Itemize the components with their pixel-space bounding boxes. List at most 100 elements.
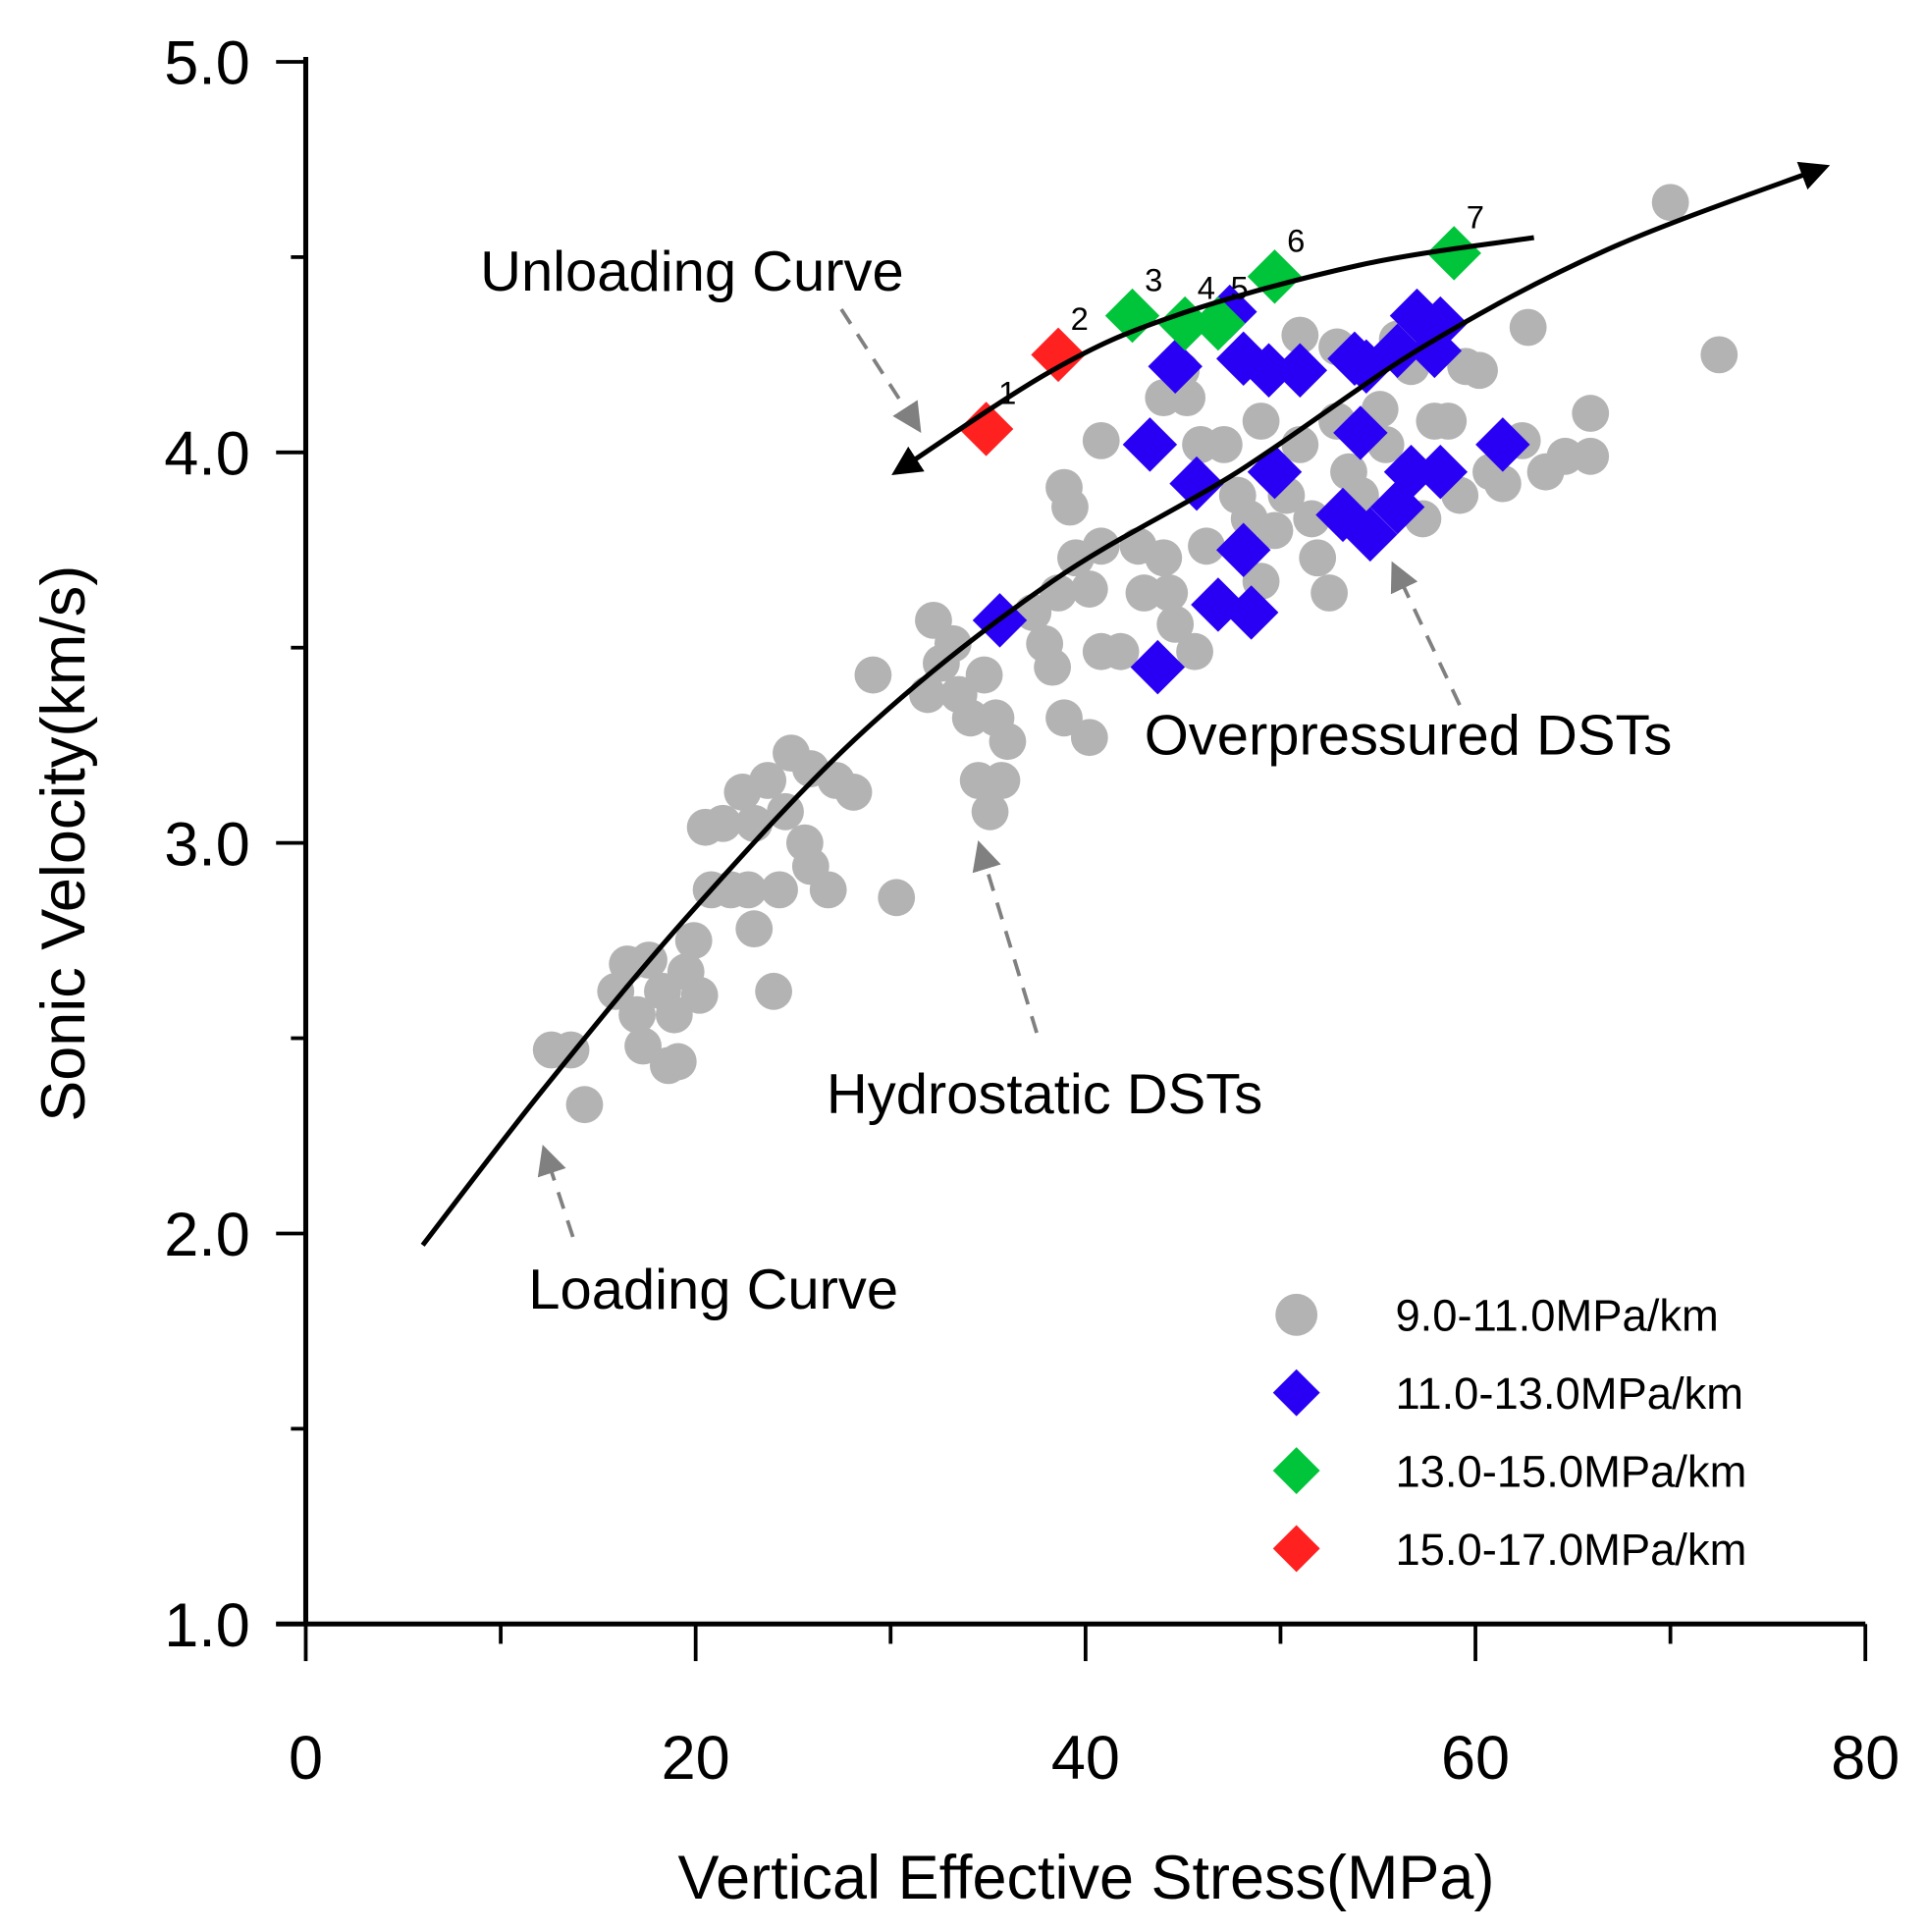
data-point-circle: [878, 879, 916, 917]
data-point-circle: [729, 871, 768, 909]
data-point-circle: [1483, 464, 1522, 503]
data-point-diamond: [1191, 295, 1246, 351]
x-tick-label: 0: [289, 1724, 323, 1793]
data-point-circle: [1572, 437, 1610, 475]
data-point-diamond: [1407, 323, 1463, 379]
data-point-circle: [735, 910, 774, 948]
data-point-diamond: [958, 402, 1014, 456]
data-point-circle: [1204, 425, 1243, 463]
x-tick-label: 20: [662, 1724, 730, 1793]
point-number-label: 4: [1198, 269, 1215, 305]
legend-label: 13.0-15.0MPa/km: [1395, 1446, 1746, 1496]
x-tick-label: 80: [1831, 1724, 1899, 1793]
point-number-label: 5: [1231, 269, 1249, 305]
data-point-circle: [1101, 632, 1140, 671]
data-point-circle: [1150, 574, 1189, 612]
data-point-circle: [1034, 648, 1071, 686]
legend-label: 11.0-13.0MPa/km: [1395, 1368, 1743, 1419]
data-point-circle: [1310, 574, 1349, 612]
annotation-loading-curve: Loading Curve: [528, 1259, 898, 1321]
legend-marker-diamond: [1272, 1447, 1320, 1494]
data-point-circle: [1651, 184, 1689, 222]
data-point-diamond: [1272, 343, 1328, 398]
overpressured-pointer-arrow: [1390, 561, 1462, 706]
data-point-diamond: [1383, 444, 1439, 500]
data-point-circle: [951, 699, 989, 737]
data-point-circle: [624, 1027, 662, 1065]
data-point-circle: [854, 656, 892, 694]
data-point-diamond: [1130, 639, 1186, 695]
data-point-diamond: [1475, 417, 1530, 472]
data-point-circle: [1156, 605, 1195, 643]
y-tick-label: 5.0: [164, 29, 250, 98]
data-point-circle: [785, 824, 824, 862]
data-point-circle: [934, 624, 972, 663]
y-tick-label: 1.0: [164, 1591, 250, 1660]
annotation-arrows: [537, 307, 1462, 1238]
annotation-hydrostatic-dsts: Hydrostatic DSTs: [827, 1063, 1262, 1126]
data-point-circle: [618, 995, 656, 1034]
data-point-circle: [1051, 488, 1089, 526]
data-point-circle: [704, 804, 742, 842]
data-point-diamond: [1104, 288, 1160, 344]
data-point-circle: [1281, 316, 1319, 354]
data-point-circle: [1045, 699, 1083, 737]
data-point-circle: [749, 762, 787, 799]
data-point-circle: [971, 792, 1009, 831]
data-point-circle: [965, 656, 1003, 694]
data-point-circle: [655, 995, 693, 1034]
data-point-circle: [1070, 570, 1108, 608]
loading-curve-line: [420, 161, 1831, 1247]
data-point-circle: [1293, 500, 1331, 538]
data-point-circle: [1145, 539, 1183, 577]
point-number-label: 6: [1287, 223, 1305, 259]
data-point-circle: [674, 922, 713, 959]
trend-curves: [420, 161, 1831, 1247]
point-number-label: 2: [1071, 300, 1089, 337]
data-point-circle: [565, 1086, 604, 1124]
data-point-diamond: [1122, 417, 1178, 472]
x-axis-title: Vertical Effective Stress(MPa): [678, 1844, 1495, 1912]
data-point-circle: [1572, 395, 1610, 432]
data-point-circle: [1188, 527, 1225, 565]
axes: 0 20 40 60 80 1.0 2.0 3.0 4.0 5.0: [164, 29, 1899, 1793]
y-tick-label: 2.0: [164, 1201, 250, 1269]
legend-label: 15.0-17.0MPa/km: [1395, 1525, 1746, 1575]
data-point-circle: [1509, 308, 1547, 347]
legend-marker-diamond: [1272, 1368, 1320, 1417]
data-point-circle: [809, 871, 847, 909]
data-point-circle: [680, 976, 719, 1014]
legend-marker-circle: [1275, 1293, 1318, 1336]
data-point-circle: [1070, 719, 1108, 757]
x-tick-label: 60: [1441, 1724, 1510, 1793]
data-point-circle: [1082, 421, 1120, 459]
data-point-circle: [977, 699, 1015, 737]
data-point-circle: [755, 972, 793, 1010]
point-number-label: 3: [1145, 261, 1162, 297]
data-point-diamond: [1247, 249, 1303, 304]
data-point-circle: [1299, 539, 1337, 577]
data-point-circle: [1429, 402, 1468, 440]
data-point-circle: [761, 871, 798, 909]
data-point-circle: [834, 774, 873, 811]
y-axis-title: Sonic Velocity(km/s): [29, 565, 98, 1122]
data-point-circle: [1461, 351, 1498, 390]
legend: 9.0-11.0MPa/km 11.0-13.0MPa/km 13.0-15.0MP…: [1272, 1291, 1746, 1575]
loading-pointer-arrow: [537, 1144, 575, 1238]
data-point-circle: [659, 1043, 697, 1081]
y-tick-label: 4.0: [164, 419, 250, 488]
x-tick-label: 40: [1051, 1724, 1120, 1793]
annotation-overpressured-dsts: Overpressured DSTs: [1145, 705, 1673, 768]
data-point-circle: [1176, 632, 1213, 671]
legend-marker-diamond: [1272, 1525, 1320, 1573]
data-point-diamond: [1369, 323, 1425, 379]
data-point-circle: [1546, 437, 1584, 475]
data-point-circle: [1242, 402, 1280, 440]
data-point-diamond: [1343, 507, 1398, 563]
data-point-circle: [1256, 511, 1294, 550]
data-point-diamond: [1241, 343, 1297, 398]
hydrostatic-pointer-arrow: [972, 840, 1039, 1034]
unloading-curve-line: [891, 235, 1535, 476]
